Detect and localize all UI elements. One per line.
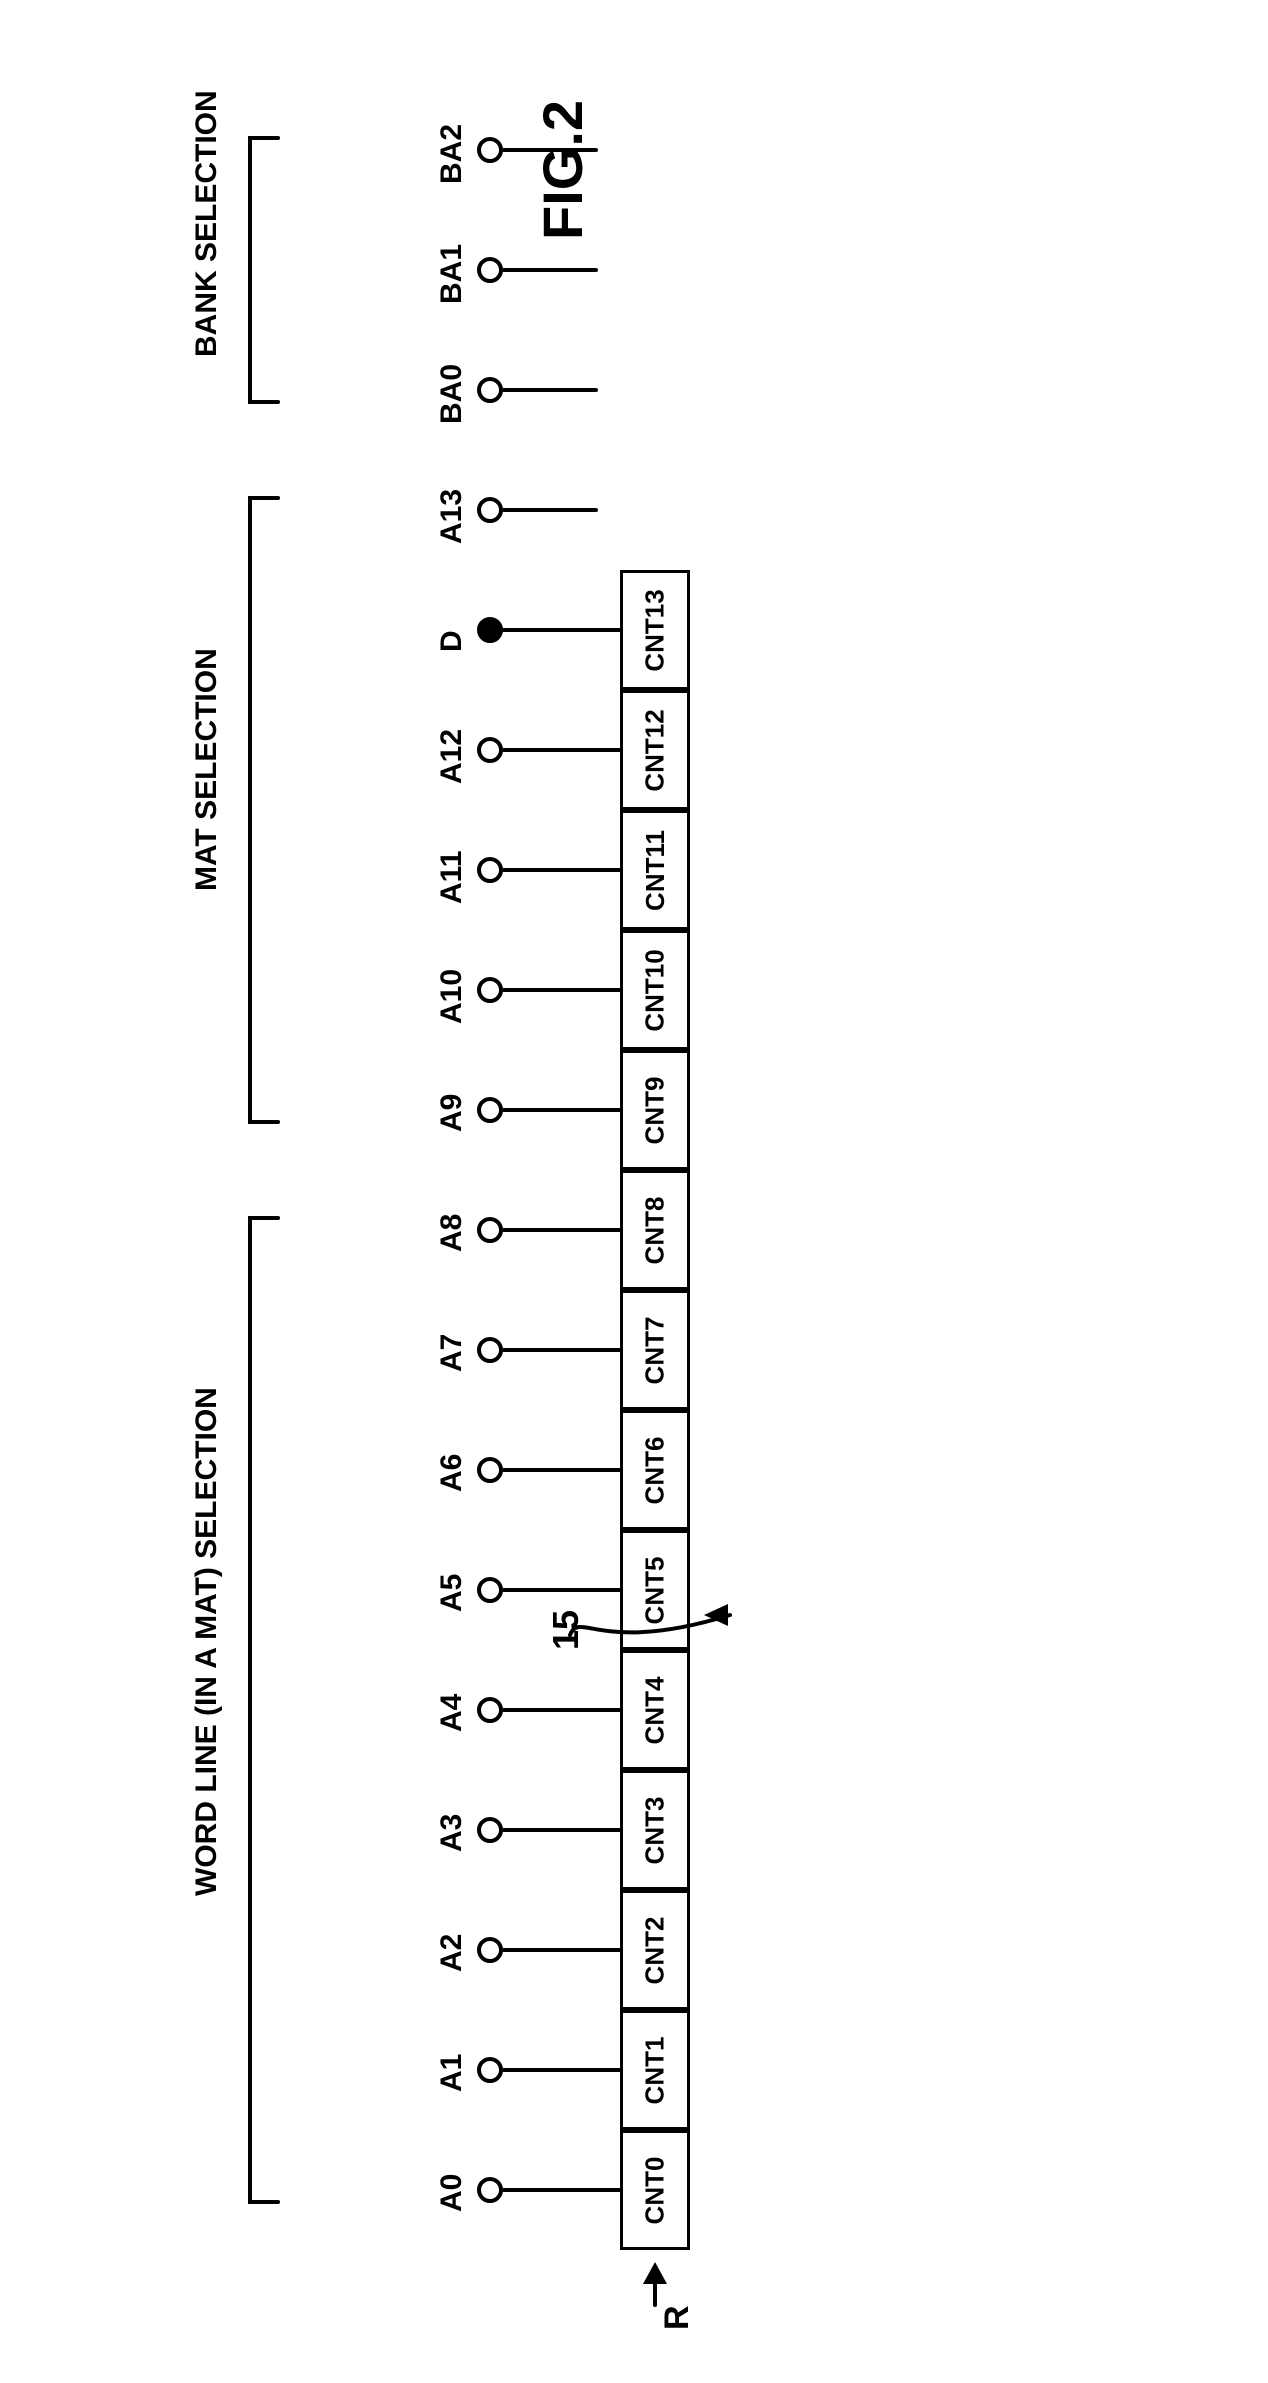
group-label: WORD LINE (IN A MAT) SELECTION [190,1387,224,1896]
pin-label: BA2 [435,124,469,184]
pin-label: A10 [435,969,469,1024]
pin-label: A1 [435,2054,469,2092]
counter-cell-label: CNT9 [640,1076,671,1144]
counter-cell: CNT6 [620,1410,690,1530]
counter-cell-label: CNT12 [640,709,671,791]
counter-cell: CNT11 [620,810,690,930]
counter-cell-label: CNT10 [640,949,671,1031]
pin-label: D [435,630,469,652]
counter-cell: CNT9 [620,1050,690,1170]
counter-cell-label: CNT4 [640,1676,671,1744]
counter-cell-label: CNT3 [640,1796,671,1864]
pin-label: A0 [435,2174,469,2212]
counter-cell: CNT12 [620,690,690,810]
pin-label: A5 [435,1574,469,1612]
counter-cell: CNT8 [620,1170,690,1290]
pin-label: A3 [435,1814,469,1852]
pin-label: A9 [435,1094,469,1132]
counter-cell-label: CNT0 [640,2156,671,2224]
pin-label: A2 [435,1934,469,1972]
counter-cell: CNT5 [620,1530,690,1650]
counter-cell: CNT3 [620,1770,690,1890]
counter-cell-label: CNT8 [640,1196,671,1264]
pin-label: A8 [435,1214,469,1252]
counter-cell-label: CNT7 [640,1316,671,1384]
counter-cell: CNT0 [620,2130,690,2250]
pin-label: A4 [435,1694,469,1732]
pin-label: A6 [435,1454,469,1492]
page-root: FIG.2 R 15 CNT0CNT1CNT2CNT3CNT4CNT5CNT6C… [40,40,1228,2343]
group-label: BANK SELECTION [190,90,224,357]
counter-cell: CNT2 [620,1890,690,2010]
counter-cell: CNT10 [620,930,690,1050]
counter-cell: CNT7 [620,1290,690,1410]
pin-label: A13 [435,489,469,544]
pin-label: BA1 [435,244,469,304]
counter-cell-label: CNT13 [640,589,671,671]
pin-label: A12 [435,729,469,784]
pin-label: BA0 [435,364,469,424]
pin-label: A11 [435,851,469,904]
group-label: MAT SELECTION [190,648,224,891]
counter-cell-label: CNT1 [640,2036,671,2104]
counter-cell-label: CNT11 [640,830,671,911]
counter-cell-label: CNT2 [640,1916,671,1984]
counter-cell: CNT13 [620,570,690,690]
counter-cell-label: CNT6 [640,1436,671,1504]
pin-label: A7 [435,1334,469,1372]
counter-cell-label: CNT5 [640,1556,671,1624]
counter-cell: CNT1 [620,2010,690,2130]
counter-cell: CNT4 [620,1650,690,1770]
